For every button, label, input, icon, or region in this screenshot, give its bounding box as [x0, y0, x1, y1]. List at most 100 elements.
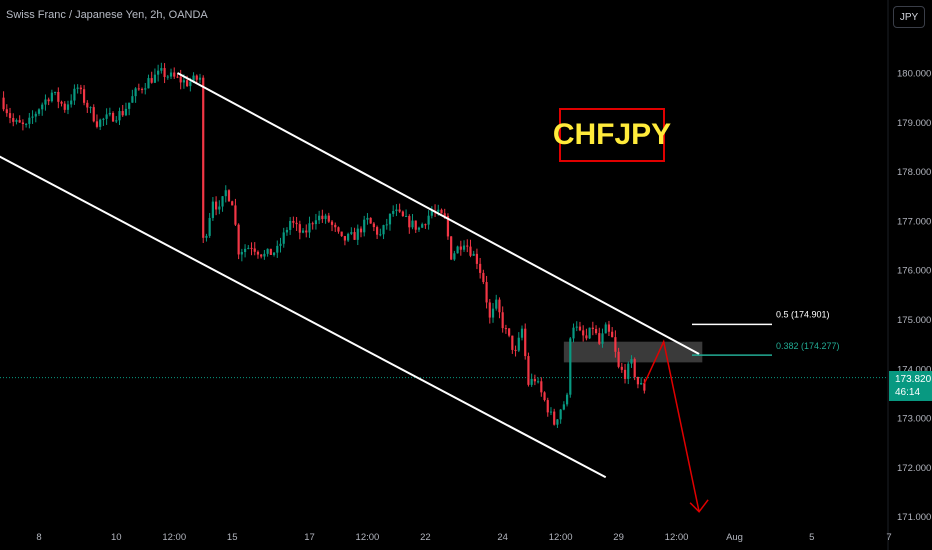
candle-body [256, 251, 260, 255]
candle-body [633, 359, 636, 378]
candle-body [475, 253, 479, 264]
candle-body [208, 217, 211, 236]
candle-body [8, 113, 12, 118]
candle-body [466, 245, 469, 247]
currency-button[interactable]: JPY [893, 6, 925, 28]
candle-body [392, 211, 395, 214]
candle-body [163, 68, 166, 77]
fib-0-382-label: 0.382 (174.277) [776, 341, 840, 351]
candle-body [144, 88, 147, 90]
candle-body [34, 113, 37, 117]
y-tick-label: 176.000 [897, 266, 931, 277]
candle-body [530, 378, 533, 385]
candle-body [131, 96, 134, 103]
candle-body [195, 75, 198, 80]
candle-body [630, 359, 633, 364]
x-tick-label: 12:00 [549, 532, 573, 543]
candle-body [617, 351, 620, 367]
projection-arrowhead [689, 499, 709, 513]
fib-0-5-label: 0.5 (174.901) [776, 309, 830, 319]
candle-body [111, 112, 115, 122]
candle-body [25, 123, 28, 125]
candle-body [627, 363, 630, 379]
candle-body [276, 245, 279, 253]
candle-body [572, 327, 575, 339]
candle-body [311, 223, 314, 225]
x-tick-label: 12:00 [665, 532, 689, 543]
candle-body [540, 381, 543, 393]
candle-body [179, 76, 182, 83]
candle-body [495, 299, 498, 309]
candle-body [330, 221, 334, 225]
projection-path [643, 339, 700, 512]
candle-body [395, 209, 398, 212]
candle-body [588, 327, 591, 339]
x-tick-label: 7 [886, 532, 891, 543]
candle-body [398, 209, 401, 212]
candle-body [327, 215, 330, 222]
candle-body [192, 75, 195, 82]
candle-body [553, 411, 556, 425]
candle-body [582, 330, 585, 336]
candle-body [382, 225, 385, 235]
candle-body [82, 89, 86, 103]
candle-body [385, 224, 388, 226]
candle-body [108, 112, 111, 115]
candle-body [150, 78, 153, 83]
resistance-zone [563, 341, 703, 363]
candle-body [253, 248, 256, 252]
candle-body [437, 209, 440, 212]
candle-body [44, 99, 47, 105]
candle-body [440, 209, 443, 214]
candle-body [18, 120, 21, 123]
candle-body [21, 122, 24, 125]
candle-body [92, 107, 95, 122]
candle-body [57, 91, 60, 102]
candle-body [140, 88, 144, 90]
bar-countdown: 46:14 [895, 387, 921, 398]
candle-body [269, 248, 272, 255]
candle-body [173, 72, 176, 77]
candle-body [227, 190, 231, 202]
candle-body [598, 333, 601, 344]
candle-body [147, 78, 150, 89]
last-price-value: 173.820 [895, 374, 932, 385]
candle-body [456, 246, 459, 254]
candle-body [501, 312, 504, 329]
candle-body [591, 327, 594, 329]
candle-body [508, 328, 511, 336]
candle-body [511, 335, 514, 350]
candle-body [356, 228, 359, 240]
candle-body [537, 381, 540, 383]
candle-body [350, 232, 353, 234]
candle-body [70, 100, 73, 105]
x-tick-label: 24 [497, 532, 508, 543]
candle-body [243, 248, 247, 253]
channel-upper-line [176, 72, 700, 355]
candle-body [89, 107, 92, 109]
candle-body [47, 99, 50, 102]
candle-body [607, 324, 611, 332]
candle-body [28, 117, 31, 124]
candle-body [623, 369, 627, 379]
candle-body [404, 216, 408, 218]
x-tick-label: 15 [227, 532, 238, 543]
candle-body [211, 201, 214, 218]
candle-body [285, 229, 289, 233]
candle-body [491, 308, 495, 318]
candle-body [446, 215, 450, 237]
candle-body [5, 109, 8, 114]
candle-body [417, 227, 421, 230]
candle-body [115, 120, 118, 122]
candle-body [363, 219, 366, 233]
candle-body [189, 81, 192, 87]
y-tick-label: 177.000 [897, 216, 931, 227]
candle-body [640, 383, 643, 385]
candle-body [86, 102, 89, 108]
channel-lower-line [0, 155, 607, 479]
candle-body [430, 210, 433, 216]
candle-body [488, 302, 491, 318]
candle-body [282, 232, 285, 244]
candle-body [186, 80, 189, 87]
